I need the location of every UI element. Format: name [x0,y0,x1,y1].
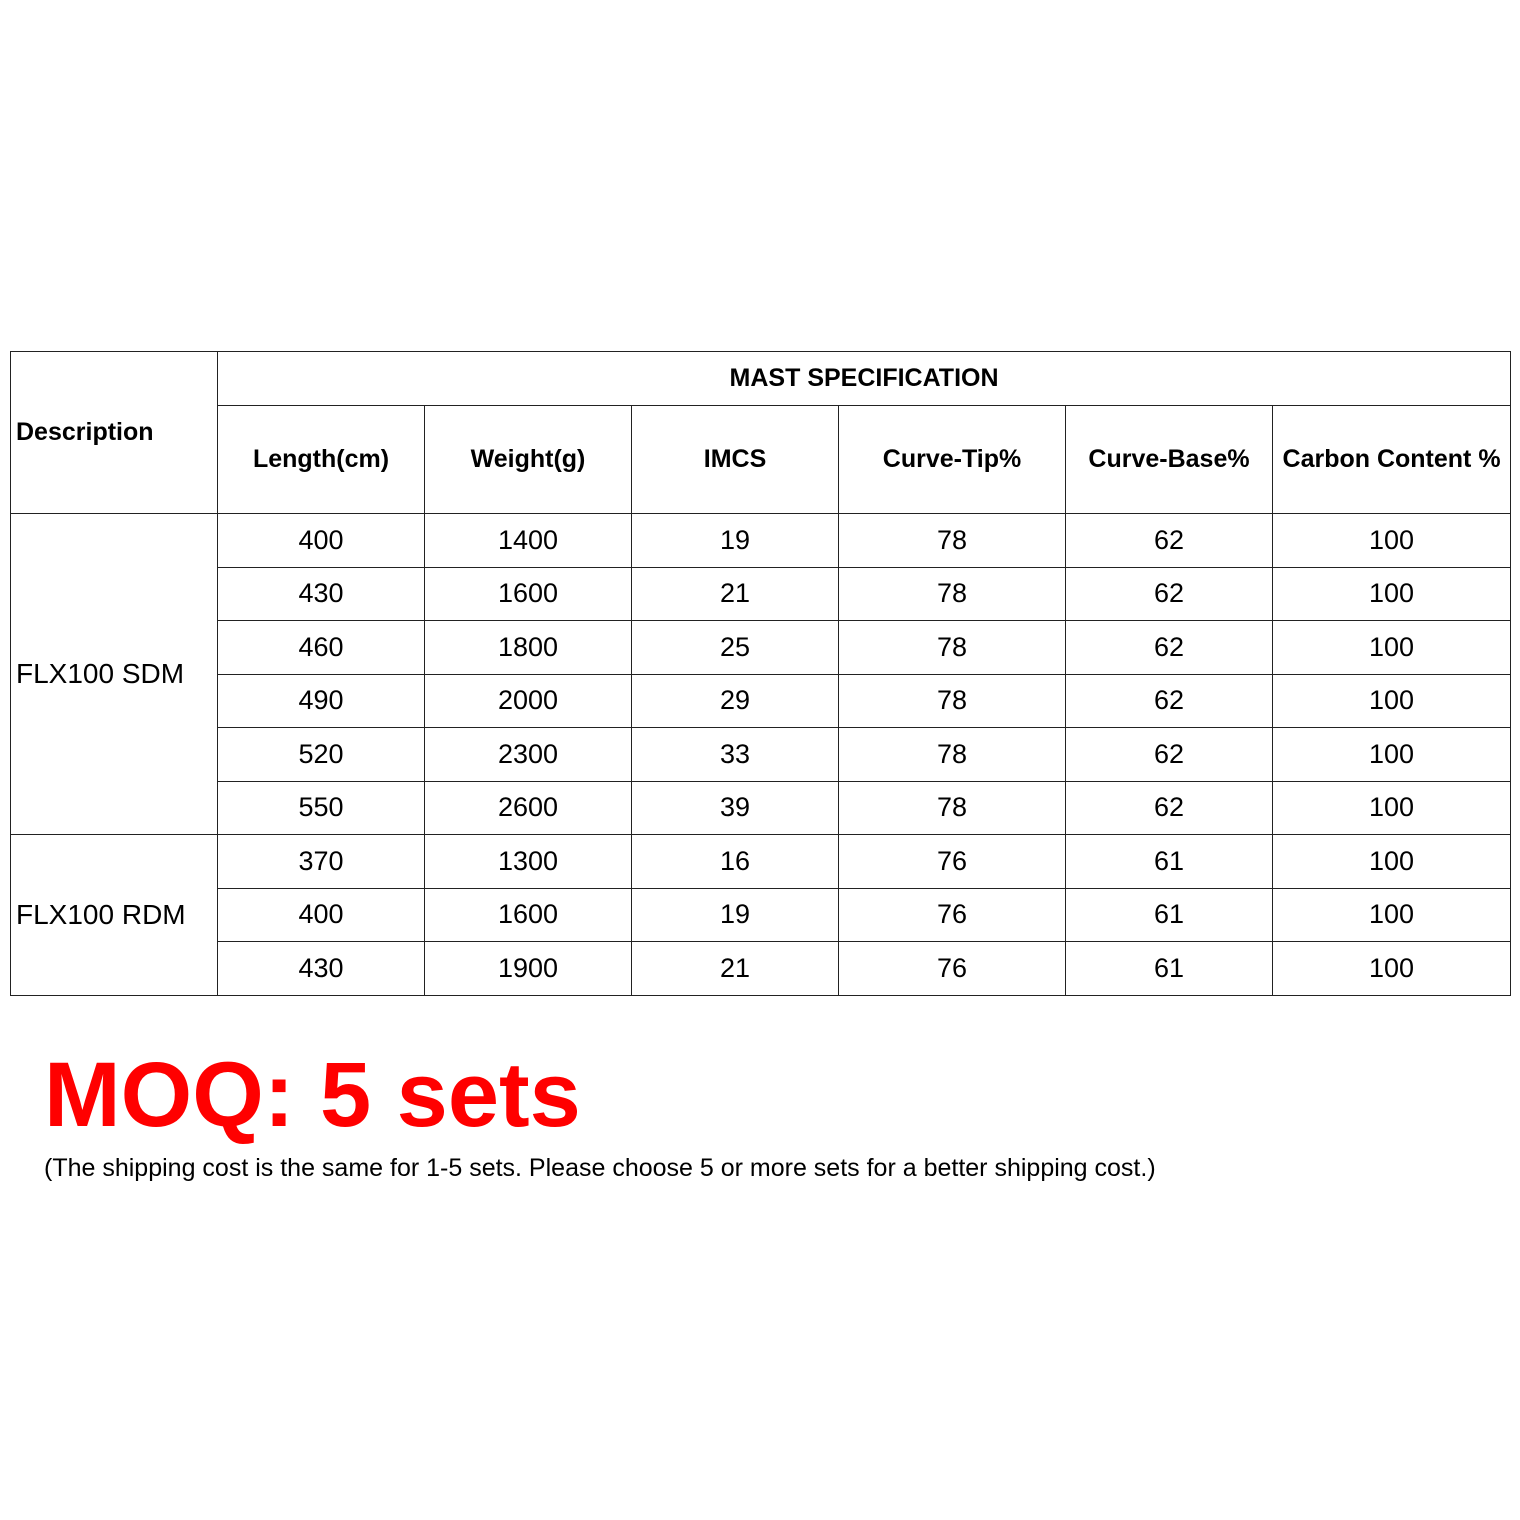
table-cell: 430 [217,941,425,996]
table-cell: 76 [838,834,1066,889]
table-row: 430 1600 21 78 62 100 [11,566,1512,621]
table-cell: 62 [1065,566,1273,621]
moq-title: MOQ: 5 sets [44,1044,581,1146]
column-header: IMCS [631,405,839,514]
table-cell: 76 [838,941,1066,996]
table-cell: 1600 [424,566,632,621]
table-cell: 100 [1271,887,1512,942]
shipping-note: (The shipping cost is the same for 1-5 s… [44,1154,1156,1182]
table-row: FLX100 RDM 370 1300 16 76 61 100 [10,834,1512,996]
table-cell: 62 [1065,673,1273,728]
table-cell: 29 [631,673,839,728]
table-cell: 100 [1271,513,1512,568]
table-cell: 62 [1065,513,1273,568]
table-cell: 1900 [424,941,632,996]
column-header: Carbon Content % [1271,405,1512,514]
table-cell: 400 [217,513,425,568]
table-cell: 61 [1065,834,1273,889]
table-cell: 100 [1271,834,1512,889]
table-cell: 78 [838,673,1066,728]
table-cell: 61 [1065,887,1273,942]
table-row: 490 2000 29 78 62 100 [11,673,1512,728]
table-row: 460 1800 25 78 62 100 [11,620,1512,675]
table-cell: 78 [838,727,1066,782]
column-header: Curve-Tip% [838,405,1066,514]
table-cell: 2000 [424,673,632,728]
table-cell: 25 [631,620,839,675]
column-header: Length(cm) [217,405,425,514]
table-cell: 400 [217,887,425,942]
table-cell: 430 [217,566,425,621]
table-cell: 33 [631,727,839,782]
table-cell: 2300 [424,727,632,782]
table-cell: 78 [838,513,1066,568]
group-header: MAST SPECIFICATION [216,351,1512,406]
table-cell: 62 [1065,780,1273,835]
table-row: FLX100 SDM 400 1400 19 78 62 100 [10,513,1512,835]
table-cell: 1300 [424,834,632,889]
table-cell: 1600 [424,887,632,942]
table-row: 430 1900 21 76 61 100 [11,941,1512,996]
table-cell: 460 [217,620,425,675]
table-cell: 100 [1271,620,1512,675]
table-cell: 100 [1271,566,1512,621]
table-cell: 550 [217,780,425,835]
table-cell: 62 [1065,620,1273,675]
table-cell: 1400 [424,513,632,568]
table-cell: 370 [217,834,425,889]
table-cell: 2600 [424,780,632,835]
table-cell: 21 [631,566,839,621]
table-cell: 19 [631,513,839,568]
table-cell: 19 [631,887,839,942]
mast-specification-table: Description MAST SPECIFICATION Length(cm… [10,351,1512,996]
table-cell: 62 [1065,727,1273,782]
model-name: FLX100 SDM [10,513,218,835]
table-row: 550 2600 39 78 62 100 [11,780,1512,835]
table-cell: 490 [217,673,425,728]
table-cell: 76 [838,887,1066,942]
model-name: FLX100 RDM [10,834,218,996]
table-cell: 78 [838,620,1066,675]
table-cell: 100 [1271,673,1512,728]
table-cell: 520 [217,727,425,782]
table-cell: 21 [631,941,839,996]
table-cell: 100 [1271,941,1512,996]
table-cell: 100 [1271,727,1512,782]
table-row: 520 2300 33 78 62 100 [11,727,1512,782]
table-cell: 39 [631,780,839,835]
description-header: Description [10,351,218,514]
table-cell: 78 [838,566,1066,621]
table-row: 400 1600 19 76 61 100 [11,887,1512,942]
table-cell: 1800 [424,620,632,675]
table-cell: 78 [838,780,1066,835]
column-header: Weight(g) [424,405,632,514]
column-header: Curve-Base% [1065,405,1273,514]
table-cell: 100 [1271,780,1512,835]
table-cell: 61 [1065,941,1273,996]
table-cell: 16 [631,834,839,889]
